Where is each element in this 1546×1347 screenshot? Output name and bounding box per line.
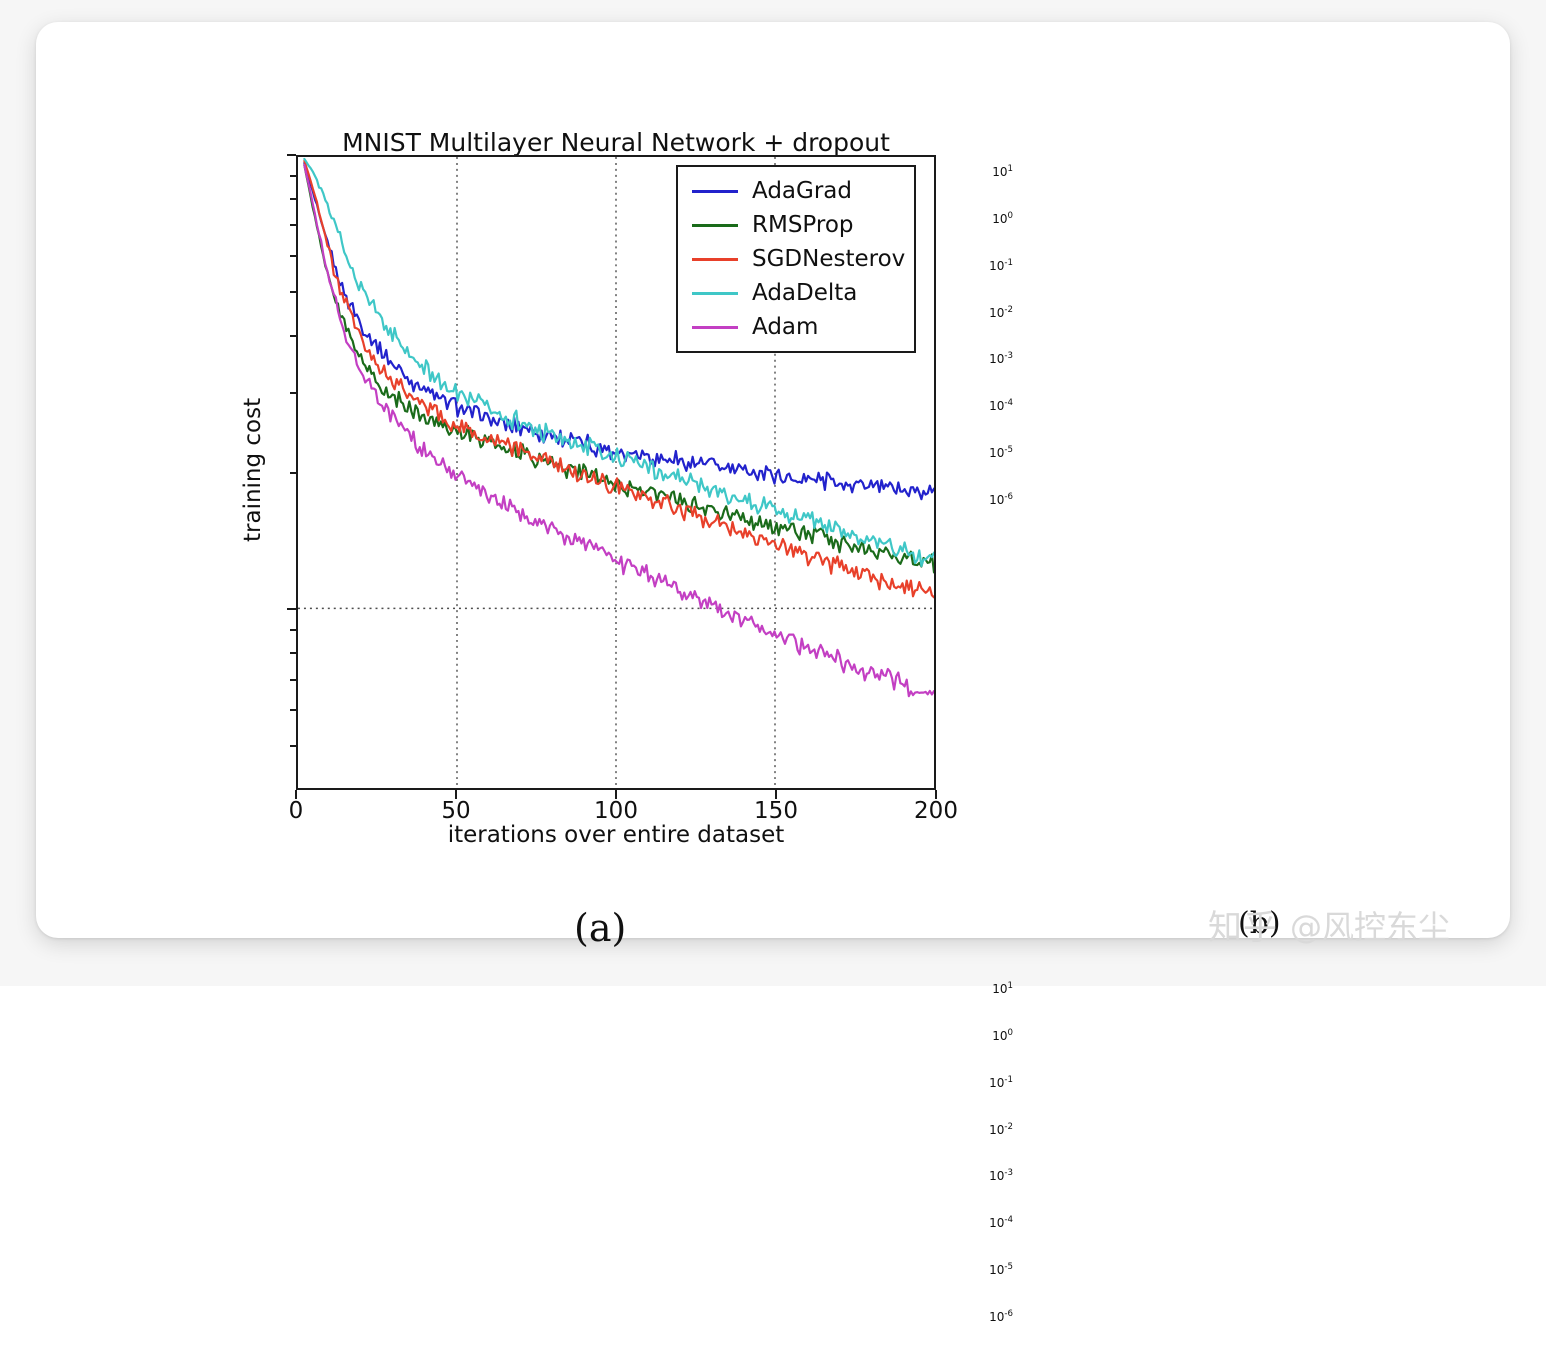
x-tick-mark (775, 790, 777, 799)
y-minor-tick-mark (290, 254, 296, 257)
legend-color-swatch (692, 291, 738, 295)
y-minor-tick-mark (290, 174, 296, 177)
x-tick-label: 200 (914, 798, 958, 824)
legend-label: AdaDelta (752, 280, 858, 306)
legend-item[interactable]: AdaDelta (678, 276, 914, 310)
y-minor-tick-mark (290, 744, 296, 747)
y-tick-label: 10-3 (989, 1168, 1013, 1184)
legend-label: Adam (752, 314, 819, 340)
legend-item[interactable]: AdaGrad (678, 174, 914, 208)
y-minor-tick-mark (290, 709, 296, 711)
y-tick-label: 100 (992, 1027, 1013, 1043)
x-tick-label: 0 (288, 798, 304, 824)
main-plot-svg (298, 157, 934, 788)
main-y-axis-label: training cost (240, 397, 266, 542)
legend-label: RMSProp (752, 212, 854, 238)
y-tick-label: 10-1 (989, 1074, 1013, 1090)
series-line-rmsprop (303, 163, 934, 574)
legend-color-swatch (692, 325, 738, 329)
y-tick-label: 10-5 (989, 1262, 1013, 1278)
x-tick-label: 150 (754, 798, 798, 824)
page-background: MNIST Multilayer Neural Network + dropou… (36, 22, 1510, 1324)
y-tick-label: 101 (992, 981, 1013, 996)
legend-color-swatch (692, 257, 738, 261)
y-minor-tick-mark (290, 678, 296, 681)
y-tick-label: 10-2 (989, 304, 1013, 320)
main-chart-legend: AdaGrad RMSProp SGDNesterov AdaDelta Adam (676, 165, 916, 353)
y-tick-label: 10-6 (989, 1309, 1013, 1324)
x-tick-label: 100 (594, 798, 638, 824)
main-x-axis-label: iterations over entire dataset (447, 822, 785, 848)
y-tick-label: 10-5 (989, 445, 1013, 461)
y-minor-tick-mark (290, 391, 296, 394)
y-minor-tick-mark (290, 629, 296, 632)
figure-a: MNIST Multilayer Neural Network + dropou… (36, 22, 1036, 922)
figure-b-top: MNIST Multilayer Neural Networks iterati… (989, 82, 1496, 507)
y-tick-label: 10-2 (989, 1121, 1013, 1137)
legend-color-swatch (692, 223, 738, 227)
y-tick-label: 10-1 (989, 257, 1013, 273)
legend-item[interactable]: SGDNesterov (678, 242, 914, 276)
legend-label: SGDNesterov (752, 246, 906, 272)
x-tick-mark (455, 790, 457, 799)
caption-b: (b) (1238, 906, 1281, 941)
legend-item[interactable]: Adam (678, 310, 914, 344)
y-tick-mark (287, 608, 296, 611)
y-tick-label: 100 (992, 210, 1013, 226)
x-tick-mark (935, 790, 937, 799)
y-minor-tick-mark (290, 224, 296, 227)
figure-card: MNIST Multilayer Neural Network + dropou… (36, 22, 1510, 1324)
y-tick-label: 10-4 (989, 1215, 1013, 1231)
legend-item[interactable]: RMSProp (678, 208, 914, 242)
series-line-adadelta (303, 157, 934, 568)
y-tick-label: 10-3 (989, 351, 1013, 367)
y-tick-label: 10-4 (989, 398, 1013, 414)
y-minor-tick-mark (290, 198, 296, 201)
legend-label: AdaGrad (752, 178, 852, 204)
main-chart-title: MNIST Multilayer Neural Network + dropou… (342, 128, 890, 157)
x-tick-label: 50 (441, 798, 471, 824)
y-minor-tick-mark (290, 334, 296, 337)
series-line-sgdnesterov (303, 159, 934, 599)
legend-color-swatch (692, 189, 738, 193)
watermark-handle: @风控东尘 (1290, 907, 1451, 946)
series-line-adagrad (303, 161, 934, 501)
y-tick-label: 10-6 (989, 492, 1013, 507)
x-tick-mark (615, 790, 617, 799)
y-minor-tick-mark (290, 471, 296, 474)
y-tick-label: 101 (992, 164, 1013, 179)
y-tick-mark (287, 154, 296, 156)
series-line-adam (303, 163, 934, 698)
caption-a: (a) (574, 906, 627, 950)
figure-b-bottom: MNIST Multilayer Neural Networks normali… (989, 492, 1496, 1324)
y-minor-tick-mark (290, 652, 296, 655)
y-minor-tick-mark (290, 290, 296, 293)
x-tick-mark (295, 790, 297, 799)
